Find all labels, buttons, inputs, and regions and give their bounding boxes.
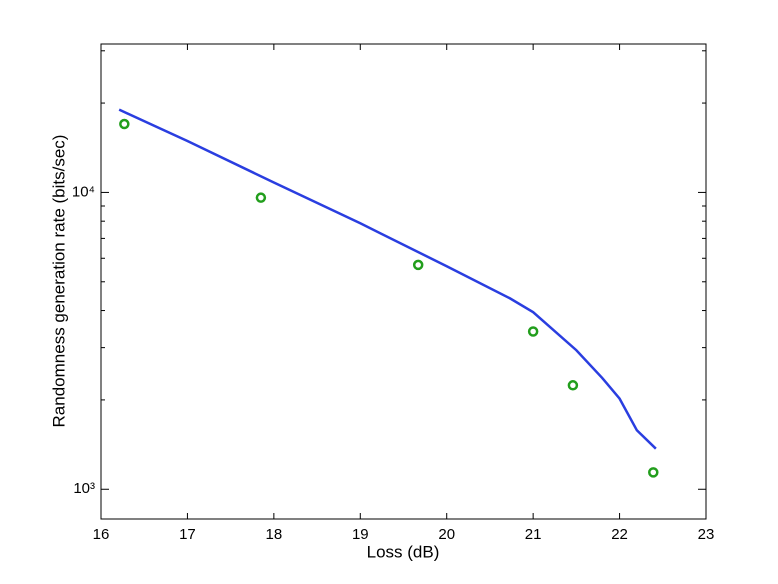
- x-tick-label: 21: [525, 526, 542, 543]
- data-point: [255, 192, 267, 203]
- y-axis-label: Randomness generation rate (bits/sec): [49, 135, 68, 428]
- y-tick-label: 10⁴: [72, 183, 95, 200]
- y-tick-label: 10³: [73, 480, 95, 497]
- x-tick-label: 17: [179, 526, 196, 543]
- data-point: [119, 118, 130, 130]
- x-tick-label: 23: [698, 526, 715, 543]
- x-axis-label: Loss (dB): [367, 542, 440, 561]
- x-tick-label: 22: [611, 526, 628, 543]
- x-tick-label: 16: [93, 526, 110, 543]
- data-point: [527, 326, 539, 337]
- x-tick-label: 19: [352, 526, 369, 543]
- data-point: [567, 380, 579, 391]
- x-tick-label: 18: [266, 526, 283, 543]
- data-point: [648, 467, 659, 478]
- x-tick-label: 20: [438, 526, 455, 543]
- data-line: [118, 108, 657, 450]
- data-point: [412, 259, 424, 271]
